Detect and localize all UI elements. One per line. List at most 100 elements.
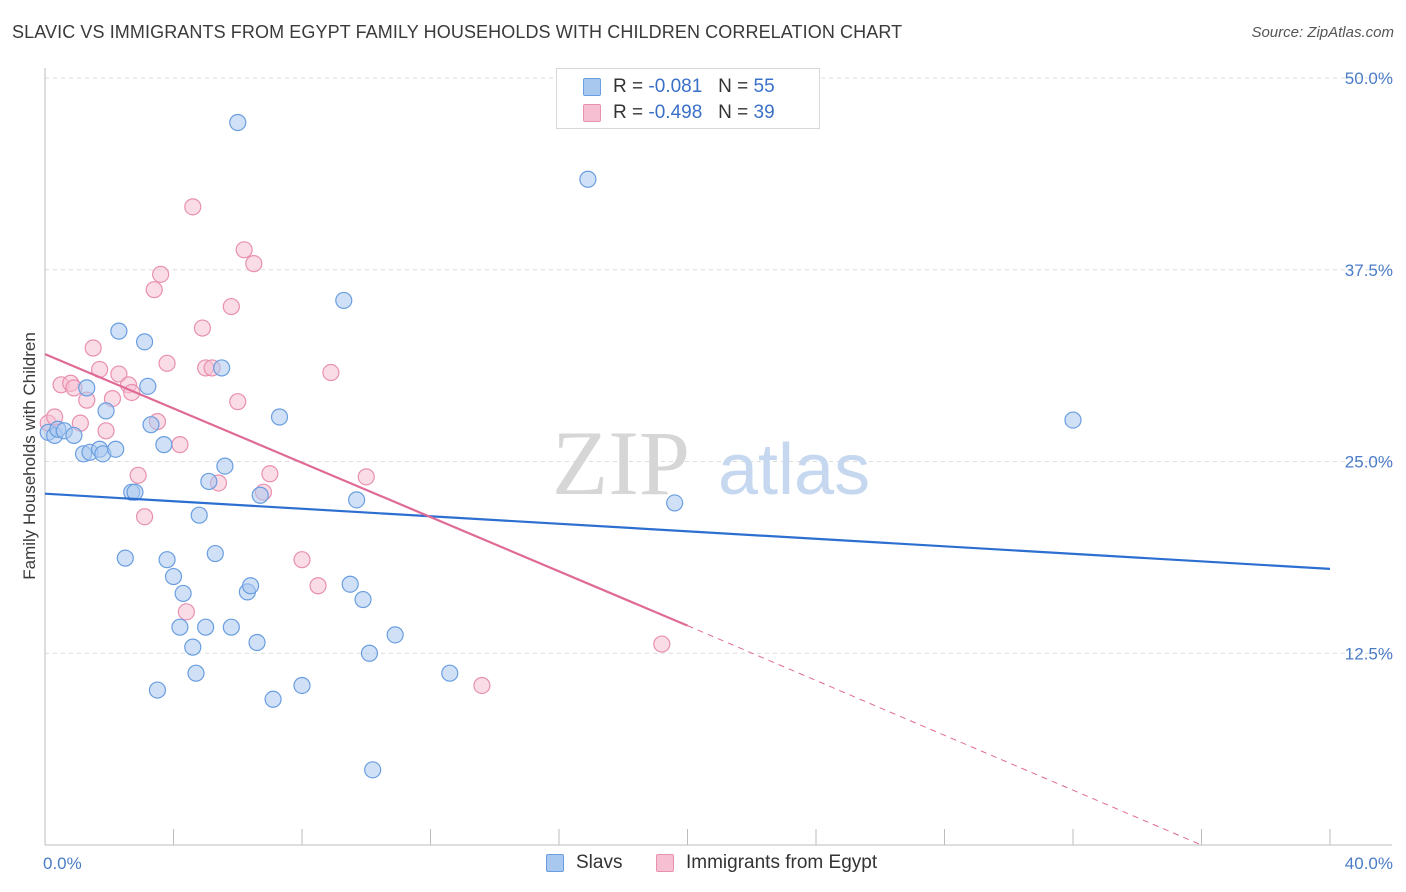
gridlines [45, 77, 1392, 654]
slavs-point [264, 690, 282, 708]
egypt-point [473, 676, 491, 695]
axes [44, 68, 1392, 846]
y-tick-labels: 50.0% 37.5% 25.0% 12.5% [1345, 69, 1393, 663]
slavs-point [354, 590, 372, 609]
legend-n-label: N = [718, 76, 749, 97]
slavs-point [216, 457, 234, 475]
slavs-trend-line [44, 492, 1331, 570]
egypt-point [309, 577, 327, 595]
slavs-point [222, 618, 240, 636]
slavs-point [65, 426, 83, 445]
egypt-point [193, 319, 212, 337]
slavs-point [1064, 411, 1082, 429]
x-tick-label: 40.0% [1345, 854, 1393, 873]
stats-legend: R = -0.081 N = 55 R = -0.498 N = 39 [556, 68, 820, 129]
y-tick-label: 25.0% [1345, 453, 1393, 472]
slavs-point [386, 626, 404, 644]
egypt-point [110, 365, 128, 383]
egypt-point [129, 466, 147, 484]
slavs-point [148, 681, 167, 699]
egypt-point [135, 508, 154, 526]
slavs-label: Slavs [576, 852, 623, 873]
slavs-point [200, 472, 218, 491]
egypt-point [177, 603, 195, 621]
chart-title: SLAVIC VS IMMIGRANTS FROM EGYPT FAMILY H… [12, 22, 903, 42]
slavs-point [242, 577, 260, 595]
egypt-point [245, 255, 263, 273]
egypt-point [229, 393, 247, 411]
legend-n-label: N = [718, 102, 749, 123]
egypt-point [322, 363, 340, 382]
y-tick-label: 37.5% [1345, 261, 1393, 280]
egypt-point [357, 468, 375, 486]
egypt-label: Immigrants from Egypt [686, 852, 878, 873]
slavs-point [335, 291, 353, 310]
egypt-point [152, 265, 170, 283]
slavs-point [155, 436, 173, 454]
legend-n-value: 39 [753, 102, 775, 123]
legend-swatch-egypt [583, 104, 601, 122]
egypt-trend-extension [687, 625, 1202, 846]
slavs-point [126, 483, 144, 501]
y-tick-label: 12.5% [1345, 644, 1393, 663]
slavs-point [164, 567, 183, 586]
egypt-point [171, 436, 189, 454]
y-tick-label: 50.0% [1345, 69, 1393, 88]
egypt-point [145, 281, 163, 299]
slavs-point [107, 440, 125, 458]
slavs-point [187, 664, 205, 682]
slavs-swatch [546, 854, 564, 872]
slavs-point [174, 584, 192, 603]
y-axis-label: Family Households with Children [20, 332, 39, 580]
egypt-point [235, 241, 253, 259]
slavs-point [360, 644, 379, 662]
slavs-point [184, 638, 202, 656]
slavs-point [171, 618, 189, 636]
x-tick-labels: 0.0% 40.0% [43, 854, 1393, 873]
source-label: Source: ZipAtlas.com [1251, 24, 1394, 41]
egypt-point [158, 354, 176, 372]
egypt-point [293, 551, 311, 569]
egypt-point [184, 198, 202, 216]
slavs-point [293, 676, 311, 695]
slavs-point [197, 618, 215, 636]
slavs-points [39, 113, 1082, 779]
slavs-point [158, 551, 176, 569]
slavs-point [213, 359, 231, 377]
slavs-point [666, 494, 684, 512]
slavs-point [78, 379, 96, 397]
slavs-point [248, 633, 266, 652]
slavs-point [229, 113, 247, 132]
trend-lines [44, 353, 1331, 846]
legend-n-value: 55 [753, 76, 775, 97]
slavs-point [579, 170, 597, 188]
egypt-point [97, 422, 115, 440]
slavs-point [139, 377, 157, 395]
slavs-point [116, 549, 134, 567]
slavs-point [348, 491, 366, 509]
egypt-trend-line [44, 353, 688, 627]
slavs-point [97, 402, 115, 420]
legend-swatch-slavs [583, 78, 601, 96]
egypt-swatch [656, 854, 674, 872]
x-tick-label: 0.0% [43, 854, 82, 873]
legend-r-value: -0.498 [648, 102, 703, 123]
legend-r-label: R = [613, 102, 644, 123]
slavs-point [190, 506, 208, 524]
legend-r-value: -0.081 [648, 76, 703, 97]
egypt-point [653, 635, 671, 653]
slavs-point [270, 408, 289, 426]
slavs-point [341, 575, 359, 593]
slavs-point [364, 761, 382, 779]
slavs-point [135, 333, 154, 351]
egypt-point [84, 339, 102, 357]
slavs-point [206, 544, 224, 563]
slavs-point [142, 416, 160, 434]
slavs-point [251, 486, 269, 504]
slavs-point [110, 322, 128, 340]
watermark-atlas: atlas [718, 430, 870, 510]
slavs-point [441, 664, 459, 682]
watermark-zip: ZIP [552, 412, 690, 514]
egypt-point [261, 465, 279, 483]
